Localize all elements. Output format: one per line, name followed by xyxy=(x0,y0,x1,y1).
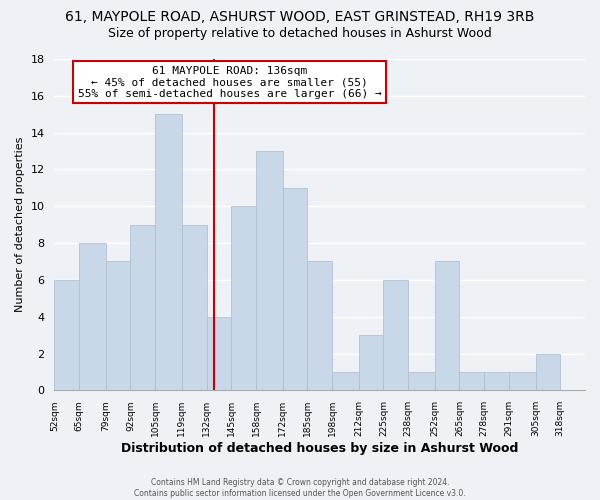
Bar xyxy=(435,262,460,390)
Bar xyxy=(359,335,383,390)
Bar xyxy=(206,316,231,390)
Bar xyxy=(283,188,307,390)
Text: 61 MAYPOLE ROAD: 136sqm
← 45% of detached houses are smaller (55)
55% of semi-de: 61 MAYPOLE ROAD: 136sqm ← 45% of detache… xyxy=(77,66,382,99)
Bar xyxy=(155,114,182,390)
Y-axis label: Number of detached properties: Number of detached properties xyxy=(15,137,25,312)
Bar xyxy=(536,354,560,391)
Bar xyxy=(106,262,130,390)
Bar xyxy=(55,280,79,390)
Bar xyxy=(231,206,256,390)
X-axis label: Distribution of detached houses by size in Ashurst Wood: Distribution of detached houses by size … xyxy=(121,442,518,455)
Bar xyxy=(383,280,408,390)
Bar xyxy=(307,262,332,390)
Bar xyxy=(408,372,435,390)
Text: Size of property relative to detached houses in Ashurst Wood: Size of property relative to detached ho… xyxy=(108,28,492,40)
Bar xyxy=(256,151,283,390)
Bar xyxy=(79,243,106,390)
Bar xyxy=(460,372,484,390)
Bar xyxy=(509,372,536,390)
Bar xyxy=(484,372,509,390)
Bar xyxy=(130,224,155,390)
Text: Contains HM Land Registry data © Crown copyright and database right 2024.
Contai: Contains HM Land Registry data © Crown c… xyxy=(134,478,466,498)
Text: 61, MAYPOLE ROAD, ASHURST WOOD, EAST GRINSTEAD, RH19 3RB: 61, MAYPOLE ROAD, ASHURST WOOD, EAST GRI… xyxy=(65,10,535,24)
Bar xyxy=(182,224,206,390)
Bar xyxy=(332,372,359,390)
